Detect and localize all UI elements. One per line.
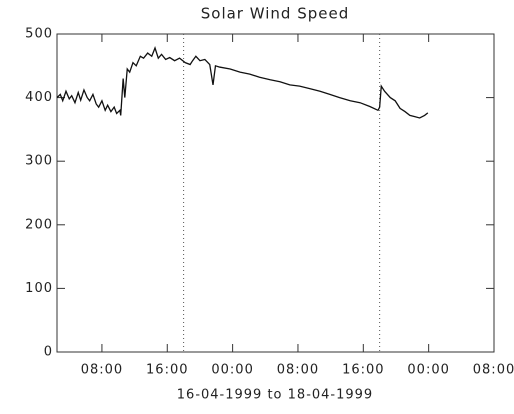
y-tick-label: 100: [25, 281, 53, 296]
x-tick-label: 08:00: [81, 363, 123, 378]
x-tick-label: 00:00: [407, 363, 449, 378]
x-tick-label: 08:00: [277, 363, 319, 378]
x-tick-label: 16:00: [146, 363, 188, 378]
x-axis-label: 16-04-1999 to 18-04-1999: [177, 388, 373, 403]
y-tick-label: 400: [25, 90, 53, 105]
plot-frame: [56, 33, 495, 353]
data-line: [56, 46, 429, 119]
y-tick-label: 300: [25, 154, 53, 169]
x-tick-label: 00:00: [211, 363, 253, 378]
y-tick-label: 200: [25, 217, 53, 232]
y-tick-label: 0: [44, 345, 53, 360]
x-tick-label: 16:00: [342, 363, 384, 378]
x-tick-label: 08:00: [473, 363, 514, 378]
y-tick-label: 500: [25, 27, 53, 42]
chart-title: Solar Wind Speed: [201, 5, 349, 23]
